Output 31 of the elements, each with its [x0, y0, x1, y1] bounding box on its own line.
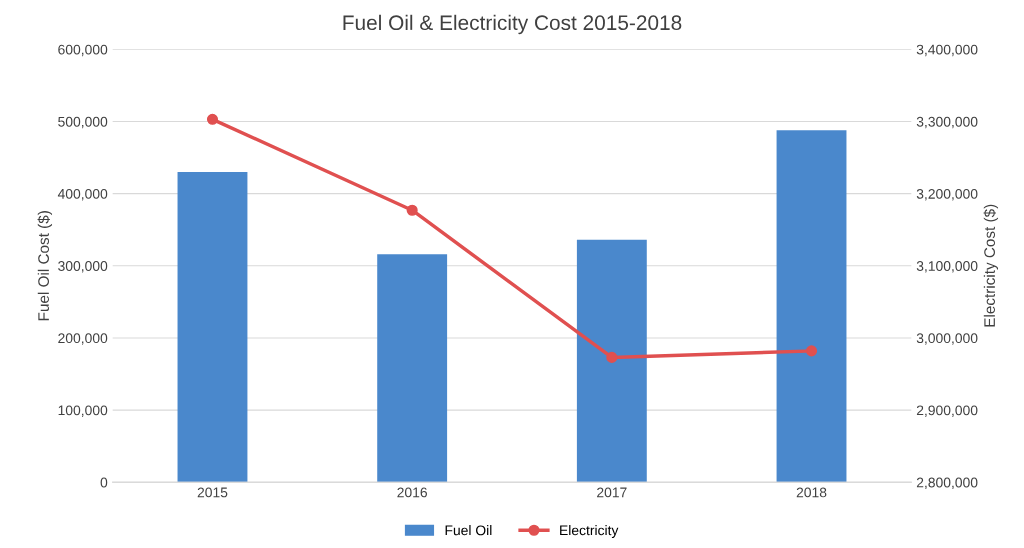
y2-tick-label: 3,400,000: [916, 44, 978, 57]
bar: [177, 171, 248, 483]
x-tick-label: 2016: [397, 487, 427, 498]
bar: [377, 254, 448, 483]
chart-title: Fuel Oil & Electricity Cost 2015-2018: [343, 14, 682, 35]
y-tick-label: 100,000: [58, 405, 108, 417]
y-tick-label: 400,000: [57, 188, 108, 201]
point: [606, 351, 618, 363]
bar: [576, 239, 647, 483]
x-tick-label: 2017: [597, 487, 627, 498]
y2-tick-label: 3,300,000: [916, 116, 978, 129]
y-tick-label: 300,000: [58, 261, 108, 273]
y-tick-label: 600,000: [58, 44, 108, 57]
y2-tick-label: 3,200,000: [916, 188, 978, 201]
x-tick-label: 2015: [197, 487, 228, 498]
y2-tick-label: 3,000,000: [916, 333, 978, 345]
y2-tick-label: 2,900,000: [916, 405, 978, 417]
point: [406, 204, 418, 216]
legend-label: Electricity: [560, 525, 619, 538]
y2-tick-label: 2,800,000: [916, 477, 978, 490]
point: [805, 345, 818, 357]
point: [206, 113, 219, 125]
y2-tick-label: 3,100,000: [916, 261, 978, 273]
y-tick-label: 0: [100, 477, 108, 488]
bar: [776, 130, 847, 483]
y-axis-title: Fuel Oil Cost ($): [37, 211, 53, 321]
y-tick-label: 200,000: [58, 333, 108, 345]
y-tick-label: 500,000: [58, 116, 108, 129]
legend-label: Fuel Oil: [445, 525, 492, 536]
x-tick-label: 2018: [796, 487, 827, 498]
y2-axis-title: Electricity Cost ($): [983, 204, 999, 327]
